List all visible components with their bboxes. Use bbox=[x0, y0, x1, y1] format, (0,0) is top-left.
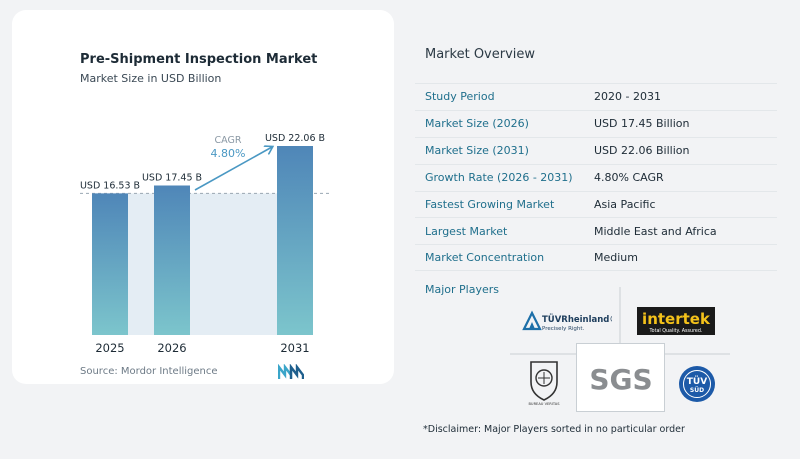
overview-title: Market Overview bbox=[425, 47, 536, 62]
tuv-sud-name: TÜV bbox=[687, 376, 707, 387]
bar-2031 bbox=[277, 146, 313, 335]
tuv-sud-logo: TÜV SÜD bbox=[678, 365, 716, 407]
overview-value: USD 22.06 Billion bbox=[594, 144, 690, 158]
bureau-veritas-name: BUREAU VERITAS bbox=[528, 402, 560, 406]
overview-value: Middle East and Africa bbox=[594, 224, 717, 238]
band-region bbox=[128, 193, 277, 335]
tuv-sud-icon: TÜV SÜD bbox=[679, 366, 715, 402]
intertek-logo: intertek Total Quality. Assured. bbox=[637, 307, 715, 339]
tuv-rheinland-icon: TÜVRheinland® Precisely Right. bbox=[522, 310, 618, 332]
cagr-label: CAGR bbox=[215, 135, 242, 146]
overview-row: Market Concentration Medium bbox=[415, 244, 777, 272]
mordor-logo-icon bbox=[278, 364, 304, 379]
overview-row: Market Size (2031) USD 22.06 Billion bbox=[415, 136, 777, 164]
overview-value: Asia Pacific bbox=[594, 198, 656, 211]
overview-key: Study Period bbox=[425, 90, 495, 104]
bar-2026 bbox=[154, 185, 190, 335]
bar-chart: USD 16.53 B 2025 USD 17.45 B 2026 USD 22.06 … bbox=[80, 133, 330, 355]
overview-row: Market Size (2026) USD 17.45 Billion bbox=[415, 109, 777, 137]
cagr-arrow bbox=[194, 147, 272, 191]
tuv-rheinland-logo: TÜVRheinland® Precisely Right. bbox=[522, 309, 618, 337]
disclaimer: *Disclaimer: Major Players sorted in no … bbox=[423, 424, 685, 435]
sgs-icon: SGS bbox=[589, 363, 652, 396]
overview-row: Largest Market Middle East and Africa bbox=[415, 217, 777, 244]
overview-value: USD 17.45 Billion bbox=[594, 117, 690, 131]
category-label: 2026 bbox=[157, 341, 186, 355]
overview-key: Fastest Growing Market bbox=[425, 198, 555, 211]
overview-key: Market Size (2026) bbox=[425, 117, 529, 131]
overview-row: Fastest Growing Market Asia Pacific bbox=[415, 190, 777, 218]
cagr-value: 4.80% bbox=[211, 147, 246, 160]
intertek-icon: intertek Total Quality. Assured. bbox=[637, 307, 715, 335]
value-label: USD 16.53 B bbox=[80, 180, 140, 191]
major-players-title: Major Players bbox=[425, 283, 499, 296]
overview-value: 4.80% CAGR bbox=[594, 171, 664, 185]
overview-key: Growth Rate (2026 - 2031) bbox=[425, 171, 573, 185]
overview-key: Largest Market bbox=[425, 224, 508, 238]
overview-row: Growth Rate (2026 - 2031) 4.80% CAGR bbox=[415, 163, 777, 191]
value-label: USD 22.06 B bbox=[265, 133, 325, 144]
overview-value: 2020 - 2031 bbox=[594, 90, 661, 104]
tuv-sud-sub: SÜD bbox=[690, 387, 704, 394]
sgs-name: SGS bbox=[590, 363, 652, 396]
bureau-veritas-logo: BUREAU VERITAS bbox=[527, 360, 561, 410]
chart-subtitle: Market Size in USD Billion bbox=[80, 72, 222, 85]
overview-value: Medium bbox=[594, 251, 638, 265]
bureau-veritas-icon: BUREAU VERITAS bbox=[528, 361, 560, 406]
source-note: Source: Mordor Intelligence bbox=[80, 366, 218, 377]
tuv-rheinland-tagline: Precisely Right. bbox=[542, 326, 585, 332]
tuv-rheinland-name: TÜVRheinland® bbox=[542, 314, 612, 325]
category-label: 2025 bbox=[95, 341, 124, 355]
overview-key: Market Concentration bbox=[425, 251, 545, 265]
intertek-name: intertek bbox=[642, 310, 711, 328]
sgs-logo: SGS bbox=[589, 360, 652, 400]
chart-title: Pre-Shipment Inspection Market bbox=[80, 52, 318, 67]
intertek-tagline: Total Quality. Assured. bbox=[649, 328, 703, 334]
overview-row: Study Period 2020 - 2031 bbox=[415, 83, 777, 110]
value-label: USD 17.45 B bbox=[142, 172, 202, 183]
overview-key: Market Size (2031) bbox=[425, 144, 529, 158]
overview-table: Study Period 2020 - 2031 Market Size (2026… bbox=[415, 83, 777, 272]
category-label: 2031 bbox=[280, 341, 309, 355]
bar-2025 bbox=[92, 193, 128, 335]
